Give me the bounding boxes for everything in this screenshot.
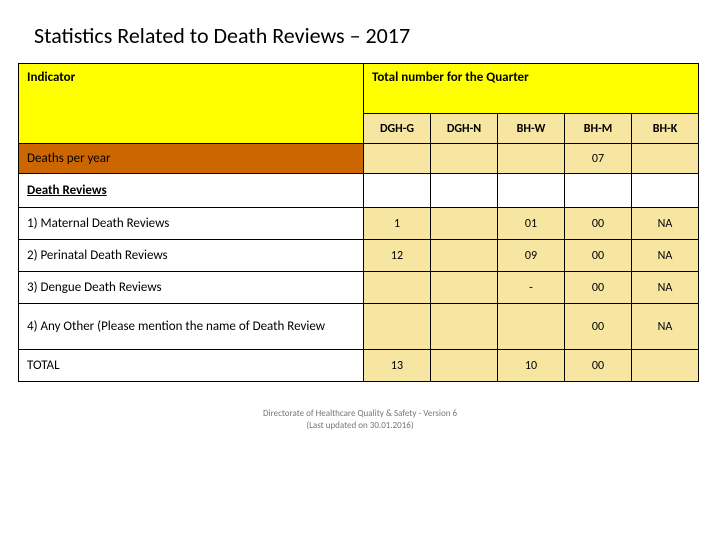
cell <box>364 304 431 350</box>
cell <box>632 174 699 208</box>
cell <box>364 272 431 304</box>
cell <box>632 350 699 382</box>
section-label: Death Reviews <box>19 174 364 208</box>
total-label: TOTAL <box>19 350 364 382</box>
cell <box>431 208 498 240</box>
stats-table: Indicator Total number for the Quarter D… <box>18 63 699 382</box>
cell: - <box>498 272 565 304</box>
table-row: 4) Any Other (Please mention the name of… <box>19 304 699 350</box>
cell <box>431 304 498 350</box>
table-row: TOTAL 13 10 00 <box>19 350 699 382</box>
cell: 00 <box>565 240 632 272</box>
col-header: BH-M <box>565 114 632 144</box>
cell <box>498 174 565 208</box>
header-indicator: Indicator <box>19 64 364 144</box>
col-header: BH-K <box>632 114 699 144</box>
cell <box>431 272 498 304</box>
cell <box>431 240 498 272</box>
footer-line-2: (Last updated on 30.01.2016) <box>0 420 720 432</box>
cell: 09 <box>498 240 565 272</box>
table-row: 1) Maternal Death Reviews 1 01 00 NA <box>19 208 699 240</box>
cell <box>498 144 565 174</box>
row-label: 3) Dengue Death Reviews <box>19 272 364 304</box>
cell: 12 <box>364 240 431 272</box>
cell <box>565 174 632 208</box>
footer: Directorate of Healthcare Quality & Safe… <box>0 408 720 431</box>
table-row: 2) Perinatal Death Reviews 12 09 00 NA <box>19 240 699 272</box>
cell: NA <box>632 304 699 350</box>
footer-line-1: Directorate of Healthcare Quality & Safe… <box>0 408 720 420</box>
cell: NA <box>632 240 699 272</box>
table-row: Deaths per year 07 <box>19 144 699 174</box>
cell <box>364 174 431 208</box>
col-header: DGH-N <box>431 114 498 144</box>
cell <box>431 350 498 382</box>
cell: 13 <box>364 350 431 382</box>
cell: 00 <box>565 304 632 350</box>
page-title: Statistics Related to Death Reviews – 20… <box>0 0 720 63</box>
cell <box>431 174 498 208</box>
cell: NA <box>632 208 699 240</box>
table-row: Death Reviews <box>19 174 699 208</box>
header-quarter: Total number for the Quarter <box>364 64 699 114</box>
row-label: 4) Any Other (Please mention the name of… <box>19 304 364 350</box>
cell: 00 <box>565 208 632 240</box>
deaths-per-year-label: Deaths per year <box>19 144 364 174</box>
cell <box>431 144 498 174</box>
col-header: BH-W <box>498 114 565 144</box>
col-header: DGH-G <box>364 114 431 144</box>
cell: 01 <box>498 208 565 240</box>
table-row: Indicator Total number for the Quarter <box>19 64 699 114</box>
cell <box>364 144 431 174</box>
row-label: 2) Perinatal Death Reviews <box>19 240 364 272</box>
cell: 07 <box>565 144 632 174</box>
cell: 00 <box>565 272 632 304</box>
table-row: 3) Dengue Death Reviews - 00 NA <box>19 272 699 304</box>
cell <box>498 304 565 350</box>
cell: 00 <box>565 350 632 382</box>
cell: 10 <box>498 350 565 382</box>
row-label: 1) Maternal Death Reviews <box>19 208 364 240</box>
cell: 1 <box>364 208 431 240</box>
cell: NA <box>632 272 699 304</box>
cell <box>632 144 699 174</box>
